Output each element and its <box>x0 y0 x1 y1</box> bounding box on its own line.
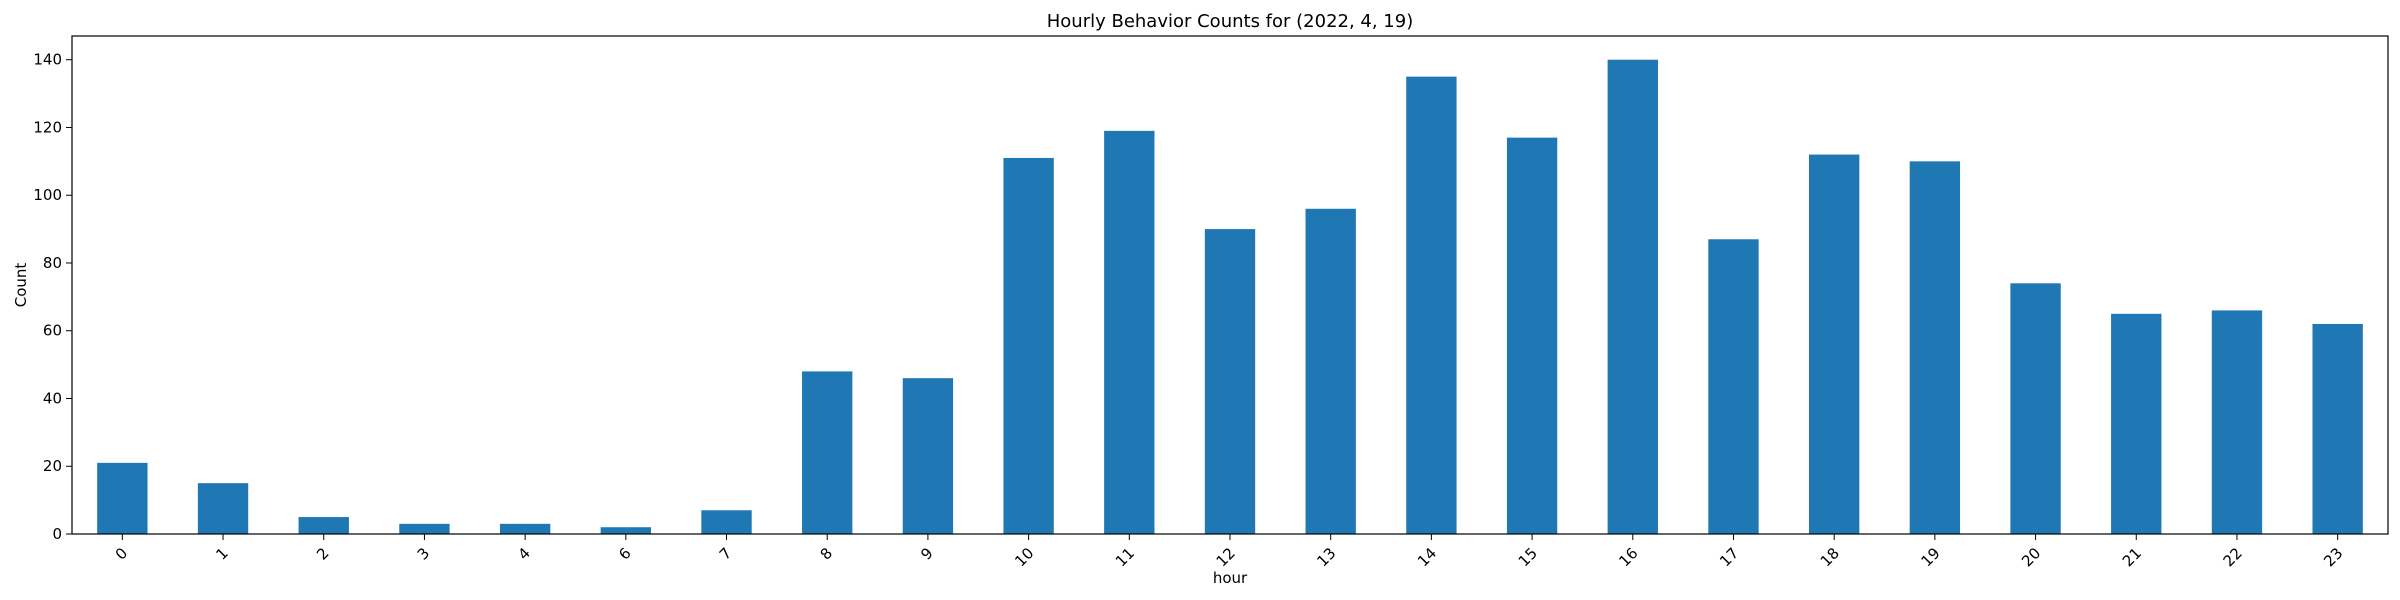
bar <box>298 517 349 534</box>
bar <box>701 510 752 534</box>
bar <box>1305 208 1356 534</box>
x-tick-label: 14 <box>1414 544 1440 570</box>
x-tick-label: 11 <box>1112 544 1138 570</box>
y-tick-label: 20 <box>43 457 62 475</box>
bar <box>902 378 954 534</box>
bar <box>399 523 450 534</box>
bar <box>1003 157 1054 535</box>
x-tick-label: 3 <box>414 544 433 563</box>
y-axis-title: Count <box>12 263 30 308</box>
y-tick-label: 40 <box>43 389 62 407</box>
y-tick-label: 60 <box>43 322 62 340</box>
bar <box>1406 76 1457 534</box>
bar <box>1204 229 1256 534</box>
x-axis-title: hour <box>1213 569 1248 587</box>
x-tick-label: 17 <box>1716 544 1742 570</box>
y-tick-label: 100 <box>33 186 62 204</box>
y-tick-label: 0 <box>52 525 62 543</box>
x-tick-label: 15 <box>1515 544 1541 570</box>
x-tick-label: 23 <box>2320 544 2346 570</box>
bar <box>802 371 853 534</box>
x-tick-label: 16 <box>1615 544 1641 570</box>
x-tick-label: 18 <box>1817 544 1843 570</box>
x-tick-label: 12 <box>1213 544 1239 570</box>
x-tick-label: 0 <box>112 544 131 563</box>
bar <box>1104 130 1155 534</box>
bar <box>2211 310 2263 534</box>
y-tick-label: 80 <box>43 254 62 272</box>
x-tick-label: 13 <box>1313 544 1339 570</box>
x-tick-label: 6 <box>615 544 634 563</box>
y-axis-ticks: 0 20 40 60 80 100 120 140 <box>33 51 72 543</box>
bar <box>1506 137 1558 534</box>
bar <box>97 462 148 534</box>
plot-frame <box>71 35 2389 535</box>
x-tick-label: 21 <box>2119 544 2145 570</box>
bar <box>1708 239 1759 534</box>
x-tick-label: 20 <box>2018 544 2044 570</box>
x-tick-label: 7 <box>716 544 735 563</box>
bar <box>1809 154 1860 535</box>
bar <box>2111 313 2162 534</box>
bar <box>2010 283 2061 534</box>
x-tick-label: 10 <box>1011 544 1037 570</box>
y-tick-label: 140 <box>33 51 62 69</box>
bar <box>197 483 249 534</box>
x-tick-label: 1 <box>212 544 231 563</box>
bar <box>2312 323 2363 534</box>
x-tick-label: 19 <box>1917 544 1943 570</box>
bar <box>499 523 551 534</box>
x-tick-label: 9 <box>917 544 936 563</box>
x-tick-label: 8 <box>817 544 836 563</box>
x-tick-label: 4 <box>514 544 533 563</box>
bars-group <box>97 59 2363 535</box>
x-tick-label: 2 <box>313 544 332 563</box>
bar <box>1909 161 1961 535</box>
bar <box>1607 59 1658 534</box>
chart-title: Hourly Behavior Counts for (2022, 4, 19) <box>1047 11 1414 32</box>
bar <box>600 527 651 534</box>
x-axis-ticks: 0 1 2 3 4 6 7 8 9 10 11 12 13 14 15 16 17 18 19 20 21 22 23 <box>112 534 2346 570</box>
x-tick-label: 22 <box>2220 544 2246 570</box>
y-tick-label: 120 <box>33 118 62 136</box>
